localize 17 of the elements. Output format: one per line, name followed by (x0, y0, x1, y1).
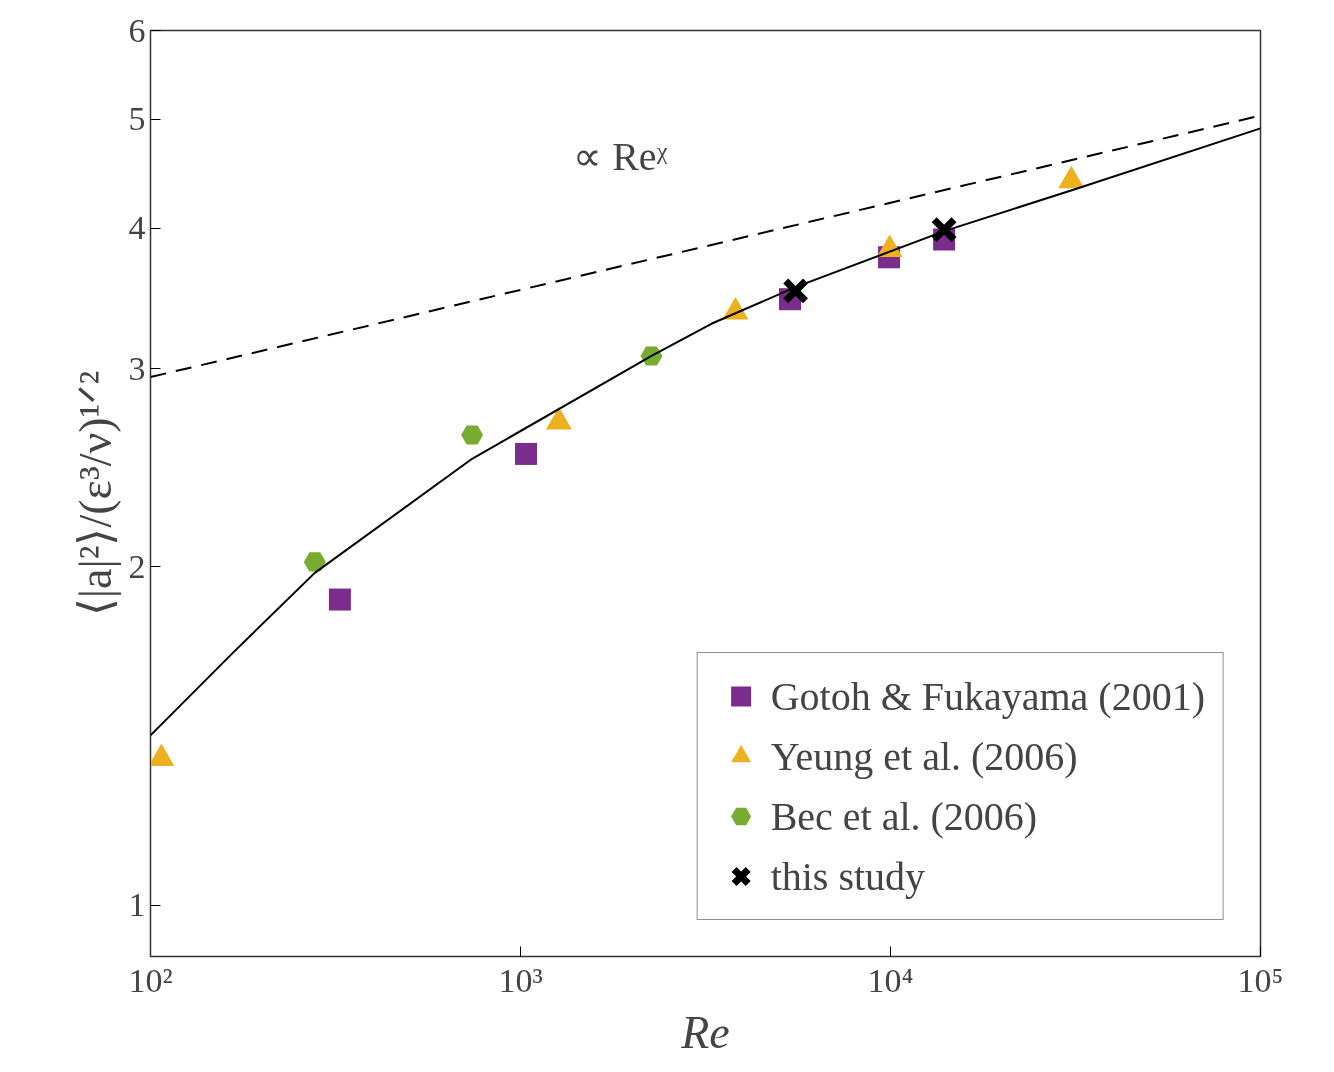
y-tick-label: 3 (128, 349, 146, 387)
y-tick-label: 4 (128, 209, 146, 247)
annotation: ∝ Reᵡ (573, 134, 668, 179)
legend-label: Yeung et al. (2006) (770, 732, 1078, 781)
x-axis-title: Re (680, 1006, 730, 1058)
y-tick-label: 6 (128, 11, 146, 49)
y-tick-label: 1 (128, 886, 146, 924)
y-tick-label: 5 (128, 100, 146, 138)
legend-label: Bec et al. (2006) (770, 792, 1038, 841)
legend-label: Gotoh & Fukayama (2001) (770, 672, 1205, 721)
x-tick-label: 10⁵ (1237, 961, 1284, 999)
y-axis-title: ⟨|a|²⟩/(ε³/ν)¹ᐟ² (69, 370, 121, 617)
x-tick-label: 10² (128, 961, 173, 999)
x-tick-label: 10⁴ (867, 961, 914, 999)
x-tick-label: 10³ (498, 961, 543, 999)
legend-label: this study (770, 852, 926, 901)
y-tick-label: 2 (128, 547, 146, 585)
